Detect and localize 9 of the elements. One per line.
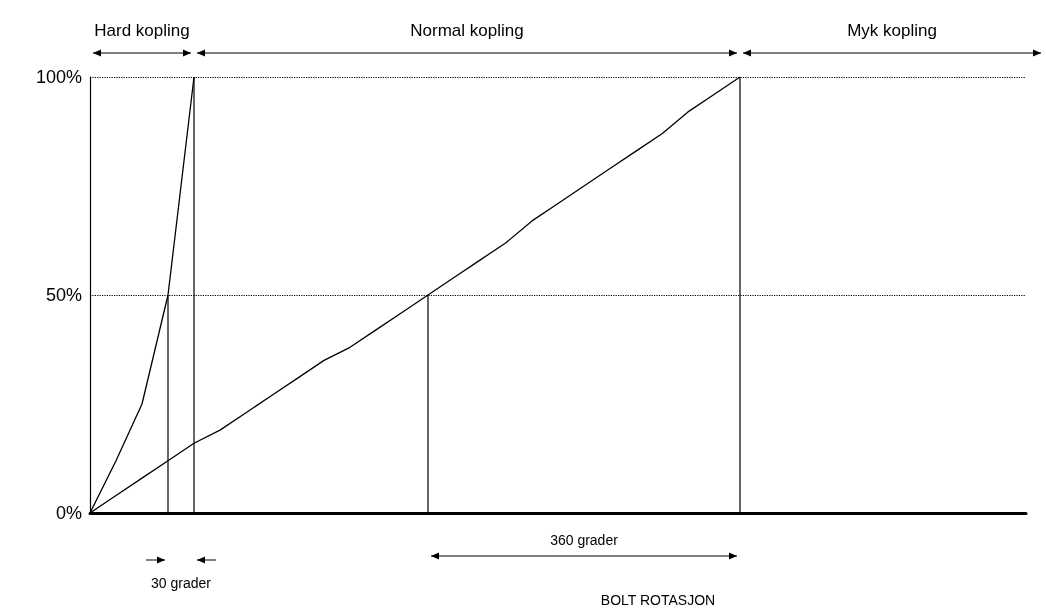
text: Normal kopling xyxy=(410,20,524,40)
x-axis-title: BOLT ROTASJON xyxy=(600,592,716,608)
y-tick-label: 0% xyxy=(55,503,82,523)
text: Hard kopling xyxy=(94,20,190,40)
y-tick-label: 50% xyxy=(45,285,82,305)
text: 360 grader xyxy=(550,532,619,548)
text: 30 grader xyxy=(151,575,212,591)
text: Myk kopling xyxy=(847,20,937,40)
y-tick-label: 100% xyxy=(35,67,82,87)
